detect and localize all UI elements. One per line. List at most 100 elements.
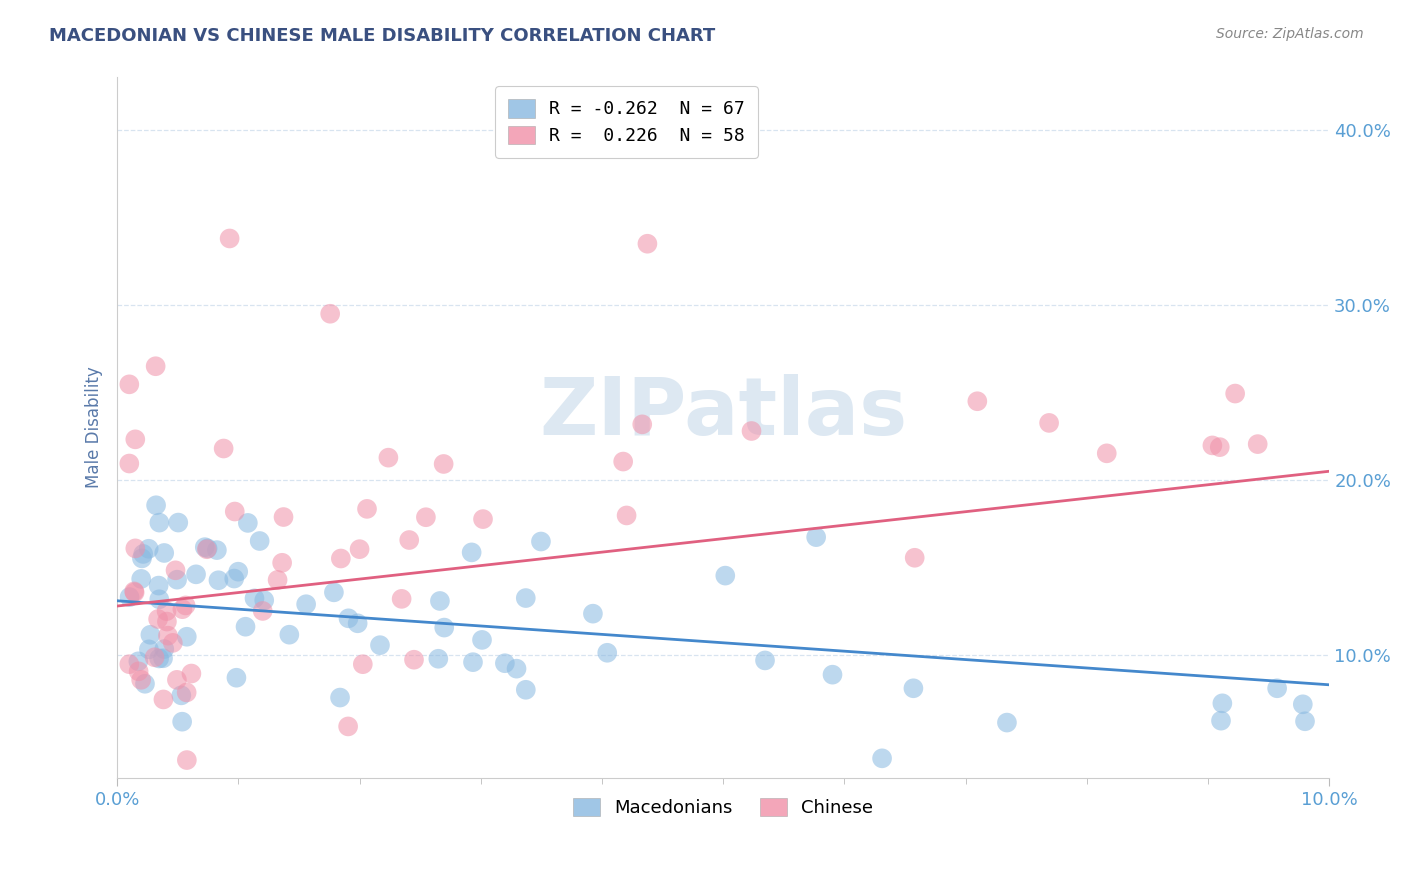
Point (714, 568, 737, 582)
Point (804, 530, 827, 544)
Point (515, 682, 537, 697)
Point (156, 615, 179, 629)
Point (530, 534, 553, 549)
Point (145, 498, 167, 512)
Point (636, 236, 658, 251)
Point (271, 556, 294, 570)
Point (124, 433, 146, 447)
Point (596, 646, 619, 660)
Point (155, 604, 177, 618)
Point (124, 541, 146, 556)
Point (162, 636, 184, 650)
Point (184, 567, 207, 582)
Point (391, 591, 413, 606)
Point (377, 450, 399, 465)
Point (356, 501, 378, 516)
Point (741, 424, 763, 438)
Point (218, 231, 240, 245)
Point (235, 620, 257, 634)
Point (821, 667, 844, 681)
Text: ZIPatlas: ZIPatlas (538, 375, 907, 452)
Point (1211, 696, 1233, 710)
Point (402, 653, 425, 667)
Point (174, 599, 197, 613)
Point (167, 516, 190, 530)
Point (172, 714, 194, 729)
Legend: Macedonians, Chinese: Macedonians, Chinese (565, 790, 880, 824)
Point (903, 681, 925, 696)
Text: Source: ZipAtlas.com: Source: ZipAtlas.com (1216, 27, 1364, 41)
Point (212, 442, 235, 456)
Point (337, 719, 360, 733)
Point (146, 612, 169, 626)
Point (153, 546, 176, 560)
Point (145, 359, 167, 374)
Point (1247, 437, 1270, 451)
Point (1265, 681, 1288, 696)
Point (148, 578, 170, 592)
Point (631, 417, 654, 432)
Point (346, 616, 368, 631)
Point (329, 551, 352, 566)
Point (243, 591, 266, 606)
Point (319, 307, 342, 321)
Point (754, 653, 776, 667)
Point (122, 584, 145, 599)
Point (195, 542, 218, 557)
Point (156, 629, 179, 643)
Point (349, 542, 371, 557)
Point (124, 585, 146, 599)
Point (1209, 440, 1232, 454)
Point (398, 533, 420, 547)
Point (278, 628, 301, 642)
Point (252, 604, 274, 618)
Point (180, 666, 202, 681)
Point (134, 677, 156, 691)
Point (118, 590, 141, 604)
Point (515, 591, 537, 605)
Point (616, 508, 638, 523)
Point (132, 547, 155, 561)
Point (472, 512, 495, 526)
Point (166, 573, 188, 587)
Point (870, 751, 893, 765)
Point (148, 592, 170, 607)
Point (129, 572, 152, 586)
Point (461, 655, 484, 669)
Point (253, 593, 276, 607)
Point (118, 457, 141, 471)
Point (197, 541, 219, 556)
Point (165, 563, 187, 577)
Point (224, 504, 246, 518)
Point (226, 565, 249, 579)
Point (131, 551, 153, 566)
Point (494, 657, 516, 671)
Point (236, 516, 259, 530)
Point (128, 665, 150, 679)
Point (337, 611, 360, 625)
Point (153, 642, 176, 657)
Point (1294, 714, 1316, 729)
Point (329, 690, 352, 705)
Point (138, 541, 160, 556)
Y-axis label: Male Disability: Male Disability (86, 367, 103, 489)
Point (166, 673, 188, 687)
Point (368, 638, 391, 652)
Point (138, 642, 160, 657)
Point (460, 545, 482, 559)
Point (176, 685, 198, 699)
Point (249, 534, 271, 549)
Point (1223, 386, 1246, 401)
Point (433, 621, 456, 635)
Point (273, 510, 295, 524)
Point (129, 673, 152, 687)
Point (1292, 698, 1315, 712)
Point (1201, 438, 1223, 452)
Point (904, 550, 927, 565)
Text: MACEDONIAN VS CHINESE MALE DISABILITY CORRELATION CHART: MACEDONIAN VS CHINESE MALE DISABILITY CO… (49, 27, 716, 45)
Point (148, 516, 170, 530)
Point (266, 573, 288, 587)
Point (1209, 714, 1232, 728)
Point (172, 602, 194, 616)
Point (207, 574, 229, 588)
